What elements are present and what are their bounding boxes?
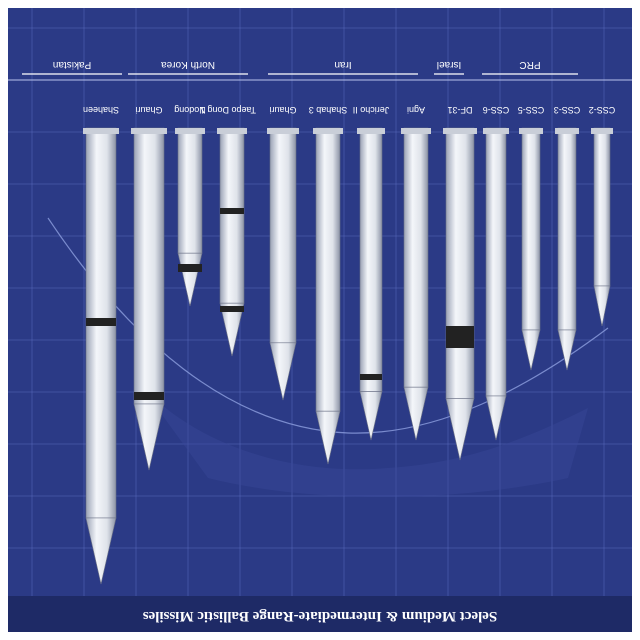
missile-nose [269,342,297,401]
missile-base [519,128,543,134]
missile-nose [445,398,475,461]
missile-base [131,128,167,134]
missile-label: Ghauri [269,105,297,115]
missile-9 [267,127,299,401]
missile-base [483,128,509,134]
missile-nose [521,329,541,371]
missile-nose [133,403,165,471]
missile-11 [175,127,205,307]
missile-band [360,374,382,380]
group-label-israel: Israel [436,59,462,70]
missile-base [401,128,431,134]
missile-body [269,127,297,344]
missile-body [403,127,429,388]
missile-base [357,128,385,134]
missile-body [219,127,245,304]
title-bar: Select Medium & Intermediate-Range Balli… [8,596,632,632]
missile-base [591,128,613,134]
missile-label: Taepo Dong 1 [199,105,256,115]
missile-body [445,127,475,399]
missile-label: Agni [407,105,426,115]
missile-label: Nodong [174,105,206,115]
missile-band [220,306,244,312]
missile-5 [443,127,477,461]
missile-body [557,127,577,331]
missile-body [177,127,203,254]
missile-base [175,128,205,134]
missile-nose [557,329,577,371]
group-label-pakistan: Pakistan [52,59,92,70]
missile-1 [591,127,613,327]
missile-nose [177,252,203,307]
missile-label: Shahab 3 [308,105,348,115]
group-label-north-korea: North Korea [161,59,215,70]
missile-13 [83,127,119,585]
missile-nose [85,517,117,585]
group-label-prc: PRC [519,59,541,70]
missile-label: Ghauri [135,105,163,115]
missile-4 [483,127,509,441]
missile-comparison-panel: PRC Israel Iran North Korea Pakistan CSS… [8,8,632,632]
missile-10 [217,127,247,357]
world-map-silhouette [128,368,588,497]
diagram-title: Select Medium & Intermediate-Range Balli… [142,608,498,624]
missile-band [86,318,116,326]
range-arc [47,217,609,434]
missile-3 [519,127,543,371]
missile-band [134,392,164,400]
missile-band [446,326,474,348]
missile-8 [313,127,343,465]
missile-12 [131,127,167,471]
missile-body [593,127,611,287]
missile-2 [555,127,579,371]
missile-6 [401,127,431,441]
missile-7 [357,127,385,441]
group-label-iran: Iran [334,59,352,70]
missile-nose [403,386,429,441]
missile-label: Shaheen [82,105,120,115]
missile-base [555,128,579,134]
missile-row [83,127,613,585]
missile-nose [593,285,611,327]
missile-nose [485,395,507,441]
missile-body [359,127,383,392]
missile-nose [359,391,383,441]
missile-diagram [8,8,632,632]
missile-base [313,128,343,134]
missile-base [83,128,119,134]
missile-body [521,127,541,331]
missile-nose [315,410,341,465]
missile-body [315,127,341,412]
missile-body [485,127,507,397]
missile-base [443,128,477,134]
missile-label: DF-31 [447,105,473,115]
missile-base [217,128,247,134]
missile-label: Jericho II [352,105,390,115]
missile-band [220,208,244,214]
missile-nose [219,302,245,357]
missile-base [267,128,299,134]
missile-body [133,127,165,405]
missile-band [178,264,202,272]
